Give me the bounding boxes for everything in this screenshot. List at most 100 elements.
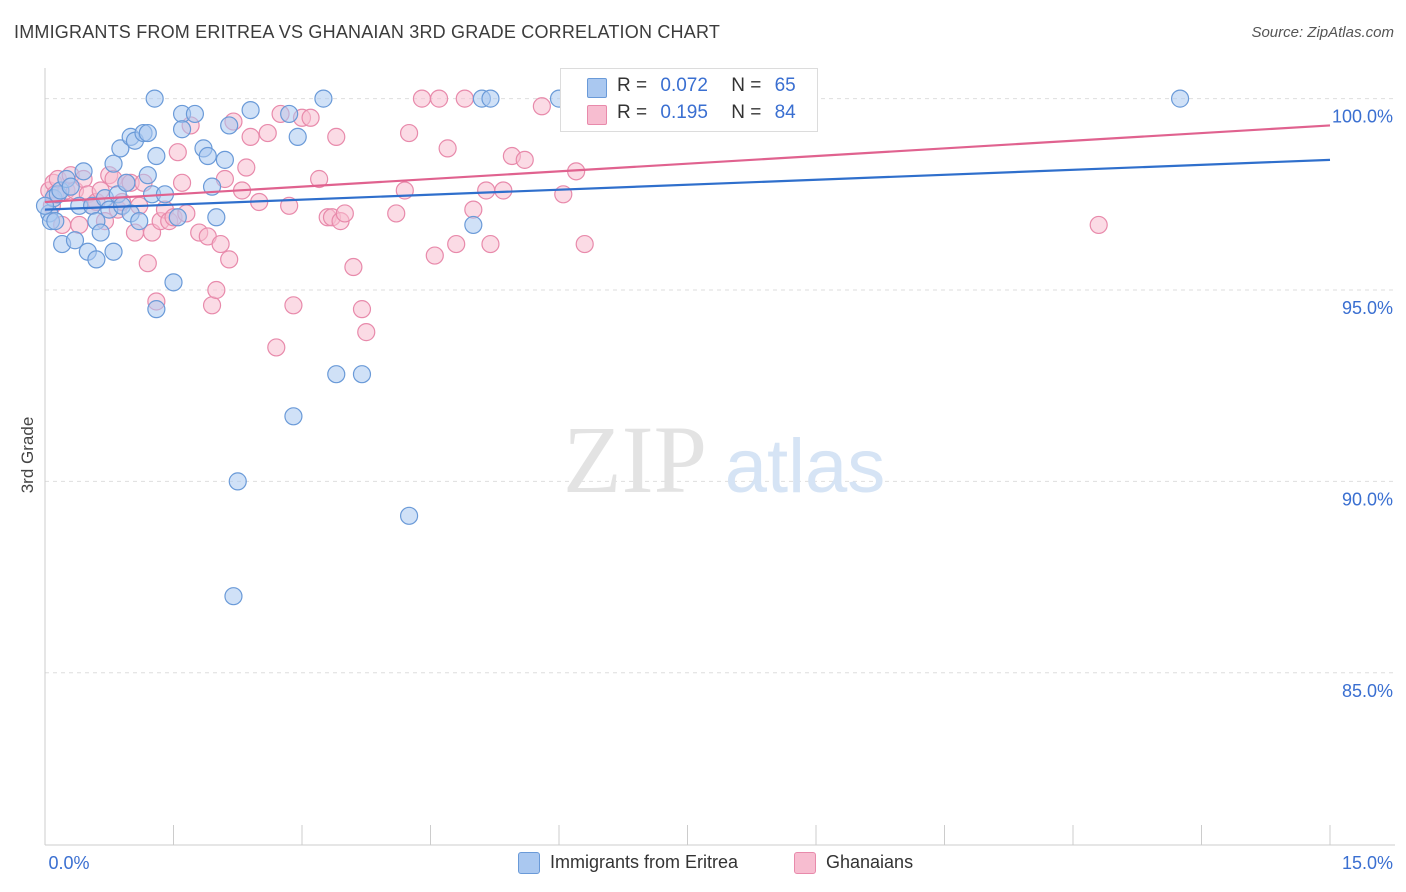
point-ghanaians xyxy=(335,204,354,223)
point-ghanaians xyxy=(399,123,419,143)
point-eritrea xyxy=(87,250,106,269)
point-ghanaians xyxy=(301,108,320,127)
point-ghanaians xyxy=(412,89,432,108)
point-ghanaians xyxy=(575,234,594,254)
point-ghanaians xyxy=(211,234,230,254)
point-ghanaians xyxy=(220,250,239,269)
bottom-legend-swatch-blue xyxy=(518,852,540,875)
point-eritrea xyxy=(198,146,217,166)
point-ghanaians xyxy=(284,296,303,315)
point-eritrea xyxy=(117,173,136,192)
point-ghanaians xyxy=(237,158,256,177)
point-eritrea xyxy=(46,212,65,231)
point-eritrea xyxy=(241,101,260,120)
point-ghanaians xyxy=(280,196,299,215)
point-eritrea xyxy=(147,146,166,166)
point-ghanaians xyxy=(357,323,376,342)
bottom-legend-ghanaians: Ghanaians xyxy=(794,852,914,875)
point-ghanaians xyxy=(387,204,406,223)
point-ghanaians xyxy=(477,181,496,200)
legend-n-value-ghanaians: 84 xyxy=(774,102,796,123)
point-eritrea xyxy=(164,273,183,292)
point-ghanaians xyxy=(447,234,466,254)
y-tick-label: 100.0% xyxy=(1332,107,1393,127)
point-eritrea xyxy=(399,506,419,525)
legend-swatch-pink xyxy=(587,105,607,125)
point-eritrea xyxy=(207,208,226,227)
point-ghanaians xyxy=(327,127,346,146)
point-eritrea xyxy=(74,162,93,181)
point-ghanaians xyxy=(70,215,89,235)
point-eritrea xyxy=(65,231,85,250)
legend-swatch-blue xyxy=(587,78,607,98)
point-ghanaians xyxy=(464,200,483,219)
point-eritrea xyxy=(327,365,346,384)
point-eritrea xyxy=(111,139,130,158)
point-eritrea xyxy=(138,166,157,185)
point-eritrea xyxy=(215,150,234,169)
point-eritrea xyxy=(61,177,80,196)
point-ghanaians xyxy=(429,89,449,108)
point-eritrea xyxy=(35,196,55,215)
point-ghanaians xyxy=(258,123,277,143)
y-tick-label: 95.0% xyxy=(1342,298,1393,318)
series-eritrea-points xyxy=(35,89,1190,606)
point-eritrea xyxy=(104,242,123,261)
point-eritrea xyxy=(288,127,307,146)
point-ghanaians xyxy=(494,181,513,200)
legend-r-value-ghanaians: 0.195 xyxy=(660,102,708,123)
point-eritrea xyxy=(481,89,500,108)
trend-line-eritrea xyxy=(44,158,1331,211)
y-tick-label: 90.0% xyxy=(1342,489,1393,509)
legend-n-value-eritrea: 65 xyxy=(774,75,796,96)
point-eritrea xyxy=(280,104,299,124)
point-ghanaians xyxy=(202,296,222,315)
tick-labels: 85.0% 90.0% 95.0% 100.0% 0.0% 15.0% xyxy=(48,107,1393,873)
point-ghanaians xyxy=(438,139,457,158)
point-ghanaians xyxy=(207,280,226,300)
point-eritrea xyxy=(1170,89,1190,108)
legend-n-label: N = xyxy=(731,102,762,123)
point-eritrea xyxy=(147,300,166,319)
point-eritrea xyxy=(220,116,239,135)
stats-legend: R = 0.072 N = 65 R = 0.195 N = 84 xyxy=(560,68,818,132)
watermark-atlas: atlas xyxy=(725,424,886,509)
bottom-legend-eritrea: Immigrants from Eritrea xyxy=(518,852,739,875)
watermark: ZIP atlas xyxy=(563,406,885,513)
point-ghanaians xyxy=(1089,215,1108,235)
point-eritrea xyxy=(228,472,247,491)
point-eritrea xyxy=(130,212,149,231)
point-eritrea xyxy=(352,365,372,384)
point-eritrea xyxy=(224,587,243,606)
point-ghanaians xyxy=(352,300,372,319)
trend-line-ghanaians xyxy=(44,124,1331,204)
point-ghanaians xyxy=(168,143,187,162)
legend-r-label: R = xyxy=(617,75,648,96)
point-ghanaians xyxy=(138,254,157,273)
point-eritrea xyxy=(145,89,164,108)
point-eritrea xyxy=(138,123,157,143)
point-ghanaians xyxy=(172,173,192,192)
legend-r-label: R = xyxy=(617,102,648,123)
point-eritrea xyxy=(284,407,303,426)
y-tick-label: 85.0% xyxy=(1342,681,1393,701)
point-eritrea xyxy=(104,154,123,173)
watermark-zip: ZIP xyxy=(563,406,707,513)
point-eritrea xyxy=(172,120,192,139)
point-eritrea xyxy=(91,223,110,242)
point-ghanaians xyxy=(241,127,260,146)
trend-lines xyxy=(44,124,1331,211)
chart-title: IMMIGRANTS FROM ERITREA VS GHANAIAN 3RD … xyxy=(14,22,721,42)
point-ghanaians xyxy=(344,257,363,277)
point-ghanaians xyxy=(481,234,500,254)
point-eritrea xyxy=(464,215,483,235)
x-tick-label: 15.0% xyxy=(1342,853,1393,873)
source-label: Source: ZipAtlas.com xyxy=(1251,24,1394,41)
point-ghanaians xyxy=(267,338,286,357)
bottom-legend-label-eritrea: Immigrants from Eritrea xyxy=(550,852,739,872)
point-ghanaians xyxy=(310,169,329,189)
point-ghanaians xyxy=(515,150,534,169)
bottom-legend-label-ghanaians: Ghanaians xyxy=(826,852,914,872)
bottom-legend-swatch-pink xyxy=(794,852,816,875)
